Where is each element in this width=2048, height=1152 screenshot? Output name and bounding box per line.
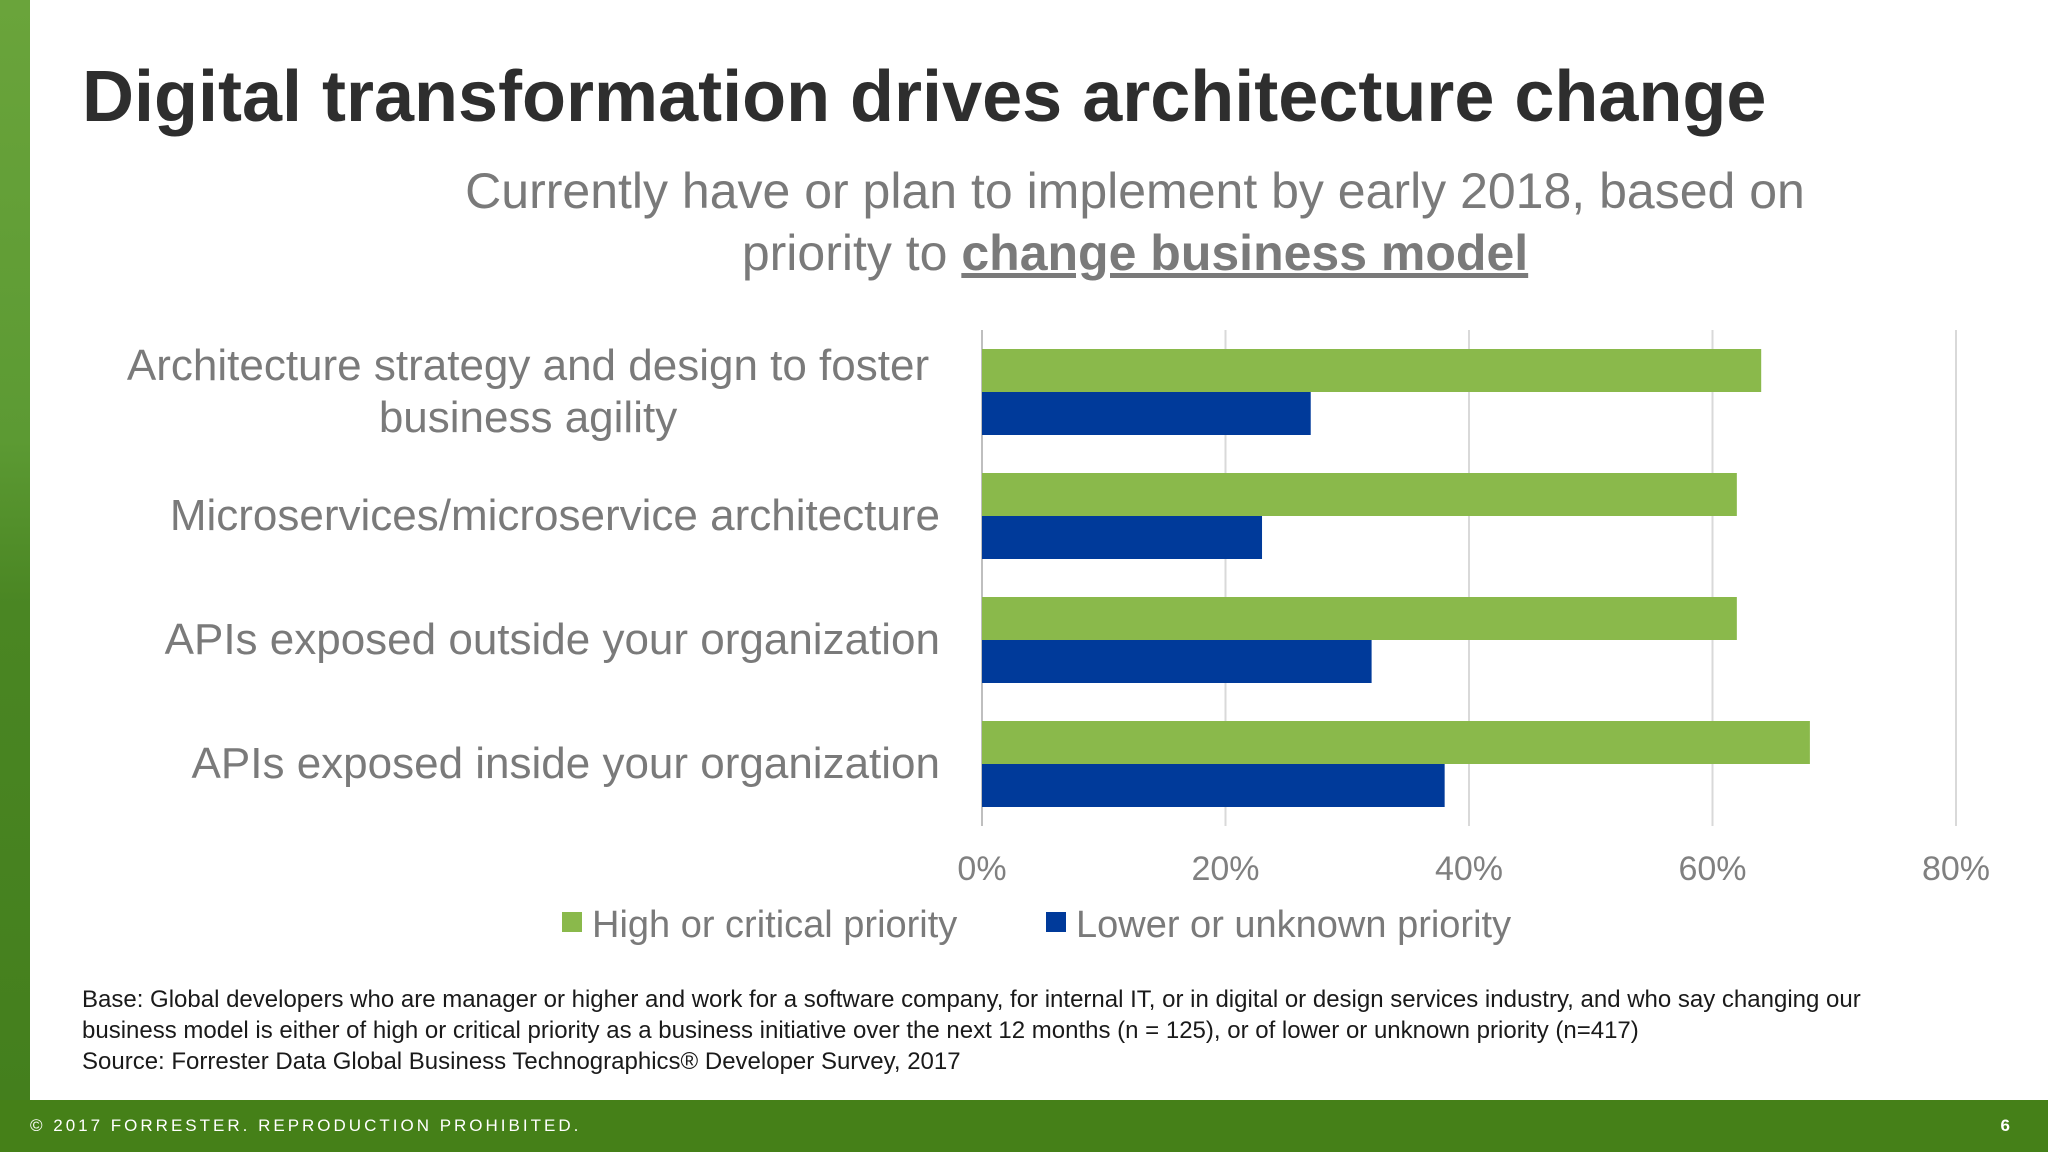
bar-high-priority <box>982 473 1737 516</box>
category-label: APIs exposed inside your organization <box>192 739 940 788</box>
category-label: Microservices/microservice architecture <box>170 491 940 540</box>
chart-subtitle: Currently have or plan to implement by e… <box>430 160 1840 284</box>
source-notes: Base: Global developers who are manager … <box>82 984 2002 1077</box>
x-tick-label: 80% <box>1922 850 1990 888</box>
note-line: business model is either of high or crit… <box>82 1017 1639 1044</box>
subtitle-line-1: Currently have or plan to implement by e… <box>465 163 1805 219</box>
bar-chart: 0% 20% 40% 60% 80% Architecture strategy and … <box>127 330 1990 946</box>
x-tick-label: 20% <box>1191 850 1259 888</box>
bar-low-priority <box>982 516 1263 559</box>
note-line: Base: Global developers who are manager … <box>82 986 1861 1013</box>
note-line: Source: Forrester Data Global Business T… <box>82 1048 961 1075</box>
bar-high-priority <box>982 349 1762 392</box>
bar-low-priority <box>982 640 1372 683</box>
subtitle-emphasis: change business model <box>961 225 1529 281</box>
slide-title: Digital transformation drives architectu… <box>82 57 1767 137</box>
x-tick-label: 60% <box>1678 850 1746 888</box>
category-label: business agility <box>379 393 677 442</box>
bar-high-priority <box>982 721 1810 764</box>
legend-label-low: Lower or unknown priority <box>1076 904 1511 946</box>
x-tick-label: 40% <box>1435 850 1503 888</box>
footer-bar <box>0 1100 2048 1152</box>
category-label: APIs exposed outside your organization <box>165 615 940 664</box>
bar-high-priority <box>982 597 1737 640</box>
legend-label-high: High or critical priority <box>592 904 957 946</box>
category-label: Architecture strategy and design to fost… <box>127 341 929 390</box>
left-accent-bar <box>0 0 30 1100</box>
x-tick-label: 0% <box>957 850 1006 888</box>
legend-swatch-high <box>562 912 582 932</box>
footer-copyright: © 2017 FORRESTER. REPRODUCTION PROHIBITE… <box>30 1116 582 1135</box>
subtitle-prefix: priority to <box>741 225 962 281</box>
subtitle-line-2: priority to change business model <box>430 222 1840 284</box>
page-number: 6 <box>2000 1116 2010 1135</box>
bar-low-priority <box>982 764 1445 807</box>
legend-swatch-low <box>1046 912 1066 932</box>
bar-low-priority <box>982 392 1311 435</box>
